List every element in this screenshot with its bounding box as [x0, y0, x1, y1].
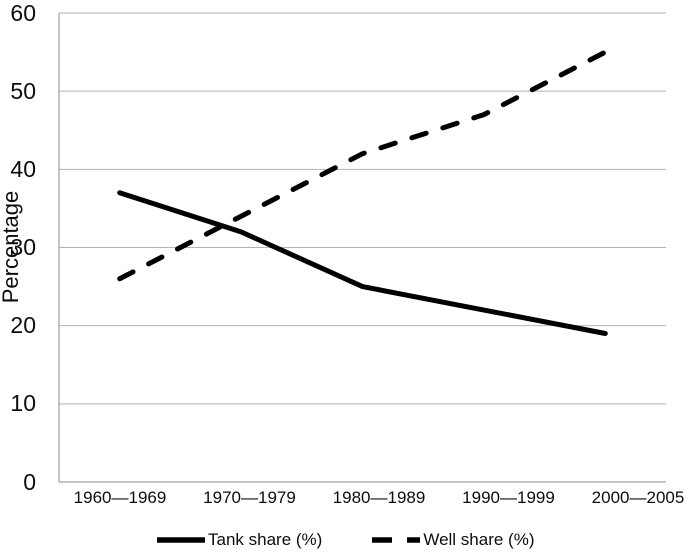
legend: Tank share (%) Well share (%) — [157, 529, 534, 551]
x-tick-label-2: 1980—1989 — [332, 488, 426, 507]
tank-line-swatch — [157, 537, 205, 543]
y-tick-label-10: 10 — [10, 390, 36, 417]
well-share-line — [117, 49, 608, 282]
y-tick-label-50: 50 — [10, 77, 36, 104]
y-tick-label-40: 40 — [10, 155, 36, 182]
well-line-swatch — [372, 537, 421, 543]
y-tick-label-60: 60 — [10, 0, 36, 26]
legend-item-well: Well share (%) — [372, 530, 534, 550]
tank-share-line — [117, 190, 608, 336]
y-tick-label-30: 30 — [10, 234, 36, 260]
x-tick-label-0: 1960—1969 — [73, 488, 167, 507]
tank-legend-label: Tank share (%) — [208, 530, 323, 549]
y-tick-label-0: 0 — [23, 468, 36, 495]
x-tick-label-4: 2000—2005 — [591, 488, 685, 507]
x-tick-label-3: 1990—1999 — [462, 488, 555, 507]
well-legend-label: Well share (%) — [423, 530, 535, 549]
legend-item-tank: Tank share (%) — [157, 530, 322, 550]
y-tick-label-20: 20 — [10, 312, 36, 339]
x-tick-label-1: 1970—1979 — [203, 488, 296, 507]
